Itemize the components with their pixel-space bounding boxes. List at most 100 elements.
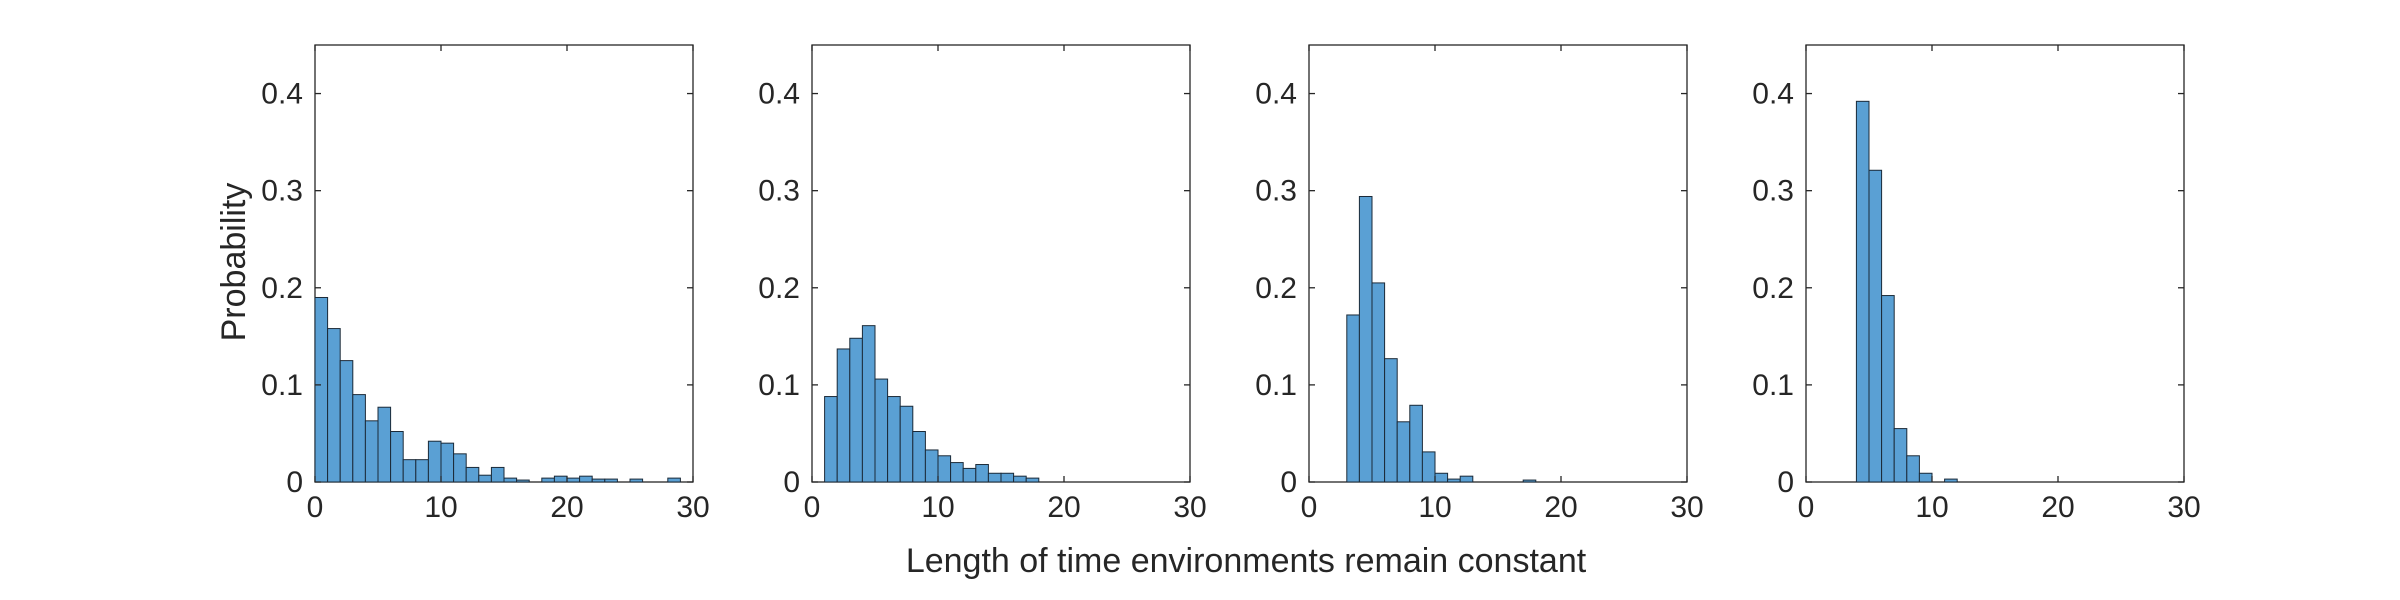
y-tick-label: 0 xyxy=(783,466,800,499)
x-tick-label: 30 xyxy=(2167,491,2200,524)
histogram-bar xyxy=(849,337,863,483)
x-tick-label: 20 xyxy=(1047,491,1080,524)
y-tick-label: 0 xyxy=(1280,466,1297,499)
x-tick-label: 0 xyxy=(804,491,821,524)
y-tick-label: 0.2 xyxy=(758,272,800,305)
histogram-bar xyxy=(314,296,329,483)
x-axis-label: Length of time environments remain const… xyxy=(906,542,1587,580)
x-tick-label: 10 xyxy=(1418,491,1451,524)
histogram-panel-3: 0 10 20 30 0 0.1 0.2 0.3 0.4 xyxy=(1255,44,1704,524)
histogram-bar xyxy=(1868,169,1883,483)
histogram-bar xyxy=(352,394,366,483)
panels: 0 10 20 30 0 0.1 0.2 0.3 0.4 0 10 20 30 0 0.1 0.2 0.3 0.4… xyxy=(261,44,2201,524)
histogram-bar xyxy=(566,477,581,483)
y-tick-label: 0.1 xyxy=(1255,369,1297,402)
histogram-panel-4: 0 10 20 30 0 0.1 0.2 0.3 0.4 xyxy=(1752,44,2201,524)
histogram-bar xyxy=(541,477,555,483)
histogram-bar xyxy=(1434,472,1449,483)
histogram-bar xyxy=(1855,100,1870,483)
x-tick-label: 0 xyxy=(1301,491,1318,524)
x-tick-label: 0 xyxy=(307,491,324,524)
y-tick-label: 0.3 xyxy=(1255,175,1297,208)
y-tick-label: 0.3 xyxy=(261,175,303,208)
histogram-bar xyxy=(1384,358,1398,483)
x-tick-label: 30 xyxy=(1670,491,1703,524)
histogram-bar xyxy=(1371,282,1386,483)
histogram-bar xyxy=(402,459,417,483)
histogram-bar xyxy=(1421,451,1436,483)
y-tick-label: 0.2 xyxy=(1752,272,1794,305)
y-tick-label: 0.3 xyxy=(758,175,800,208)
x-tick-label: 20 xyxy=(2041,491,2074,524)
histogram-panel-2: 0 10 20 30 0 0.1 0.2 0.3 0.4 xyxy=(758,44,1207,524)
histogram-bar xyxy=(1346,314,1360,483)
histogram-bar xyxy=(516,479,530,483)
y-tick-label: 0.1 xyxy=(758,369,800,402)
x-tick-label: 10 xyxy=(921,491,954,524)
histogram-bar xyxy=(490,466,505,483)
histogram-bar xyxy=(937,455,952,483)
histogram-bar xyxy=(962,467,977,483)
y-tick-label: 0.3 xyxy=(1752,175,1794,208)
histogram-bar xyxy=(899,405,914,483)
histogram-bar xyxy=(1447,478,1461,483)
y-tick-label: 0.4 xyxy=(1752,78,1794,111)
histogram-bar xyxy=(415,459,429,483)
histogram-bar xyxy=(440,442,455,483)
histogram-bar xyxy=(1881,295,1895,483)
y-tick-label: 0.2 xyxy=(261,272,303,305)
histogram-bar xyxy=(1918,472,1933,483)
histogram-bar xyxy=(1000,472,1015,483)
histogram-bar xyxy=(1893,428,1908,483)
histogram-bar xyxy=(339,360,354,483)
y-tick-label: 0.4 xyxy=(758,78,800,111)
y-tick-label: 0 xyxy=(286,466,303,499)
axes-box xyxy=(1308,44,1688,483)
x-tick-label: 20 xyxy=(1544,491,1577,524)
x-tick-label: 30 xyxy=(676,491,709,524)
x-tick-label: 0 xyxy=(1798,491,1815,524)
histogram-bar xyxy=(874,378,889,483)
histogram-bar xyxy=(327,328,341,483)
y-axis-label: Probability xyxy=(215,183,253,342)
histogram-bar xyxy=(1409,404,1423,483)
histogram-bar xyxy=(861,325,876,483)
y-tick-label: 0.1 xyxy=(1752,369,1794,402)
histogram-bar xyxy=(667,477,681,483)
histogram-bar xyxy=(579,475,593,483)
histogram-bar xyxy=(377,406,392,483)
histogram-bar xyxy=(1358,195,1373,483)
histogram-bar xyxy=(364,420,379,483)
histogram-bar xyxy=(629,478,644,483)
histogram-bar xyxy=(1396,421,1411,483)
histogram-bar xyxy=(1522,479,1537,483)
axes-box xyxy=(1805,44,2185,483)
x-tick-label: 20 xyxy=(550,491,583,524)
histogram-bar xyxy=(503,477,518,483)
histogram-bar xyxy=(465,466,480,483)
histogram-bar xyxy=(836,348,851,483)
histogram-bar xyxy=(1944,478,1958,483)
histogram-bar xyxy=(975,464,989,483)
histogram-bar xyxy=(390,431,404,483)
histogram-bar xyxy=(912,431,926,483)
histogram-bar xyxy=(824,396,838,483)
histogram-bar xyxy=(887,396,901,483)
axes-box xyxy=(314,44,694,483)
y-tick-label: 0 xyxy=(1777,466,1794,499)
histogram-bar xyxy=(1013,475,1027,483)
histogram-bar xyxy=(987,472,1002,483)
histogram-bar xyxy=(924,449,939,483)
histogram-bar xyxy=(604,478,618,483)
histogram-panel-1: 0 10 20 30 0 0.1 0.2 0.3 0.4 xyxy=(261,44,710,524)
histogram-bar xyxy=(1025,477,1040,483)
y-tick-label: 0.4 xyxy=(1255,78,1297,111)
histogram-bar xyxy=(950,462,964,483)
y-tick-label: 0.2 xyxy=(1255,272,1297,305)
histogram-bar xyxy=(591,478,606,483)
histogram-bar xyxy=(453,453,467,483)
x-tick-label: 30 xyxy=(1173,491,1206,524)
y-tick-label: 0.1 xyxy=(261,369,303,402)
histogram-bar xyxy=(1906,455,1920,483)
